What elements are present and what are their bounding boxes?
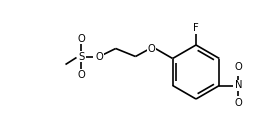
- Text: F: F: [193, 23, 199, 33]
- Text: O: O: [235, 62, 242, 72]
- Text: O: O: [147, 44, 155, 54]
- Text: O: O: [78, 69, 85, 79]
- Text: O: O: [235, 99, 242, 109]
- Text: S: S: [78, 52, 85, 62]
- Text: O: O: [96, 52, 103, 62]
- Text: N: N: [235, 81, 242, 91]
- Text: O: O: [78, 34, 85, 44]
